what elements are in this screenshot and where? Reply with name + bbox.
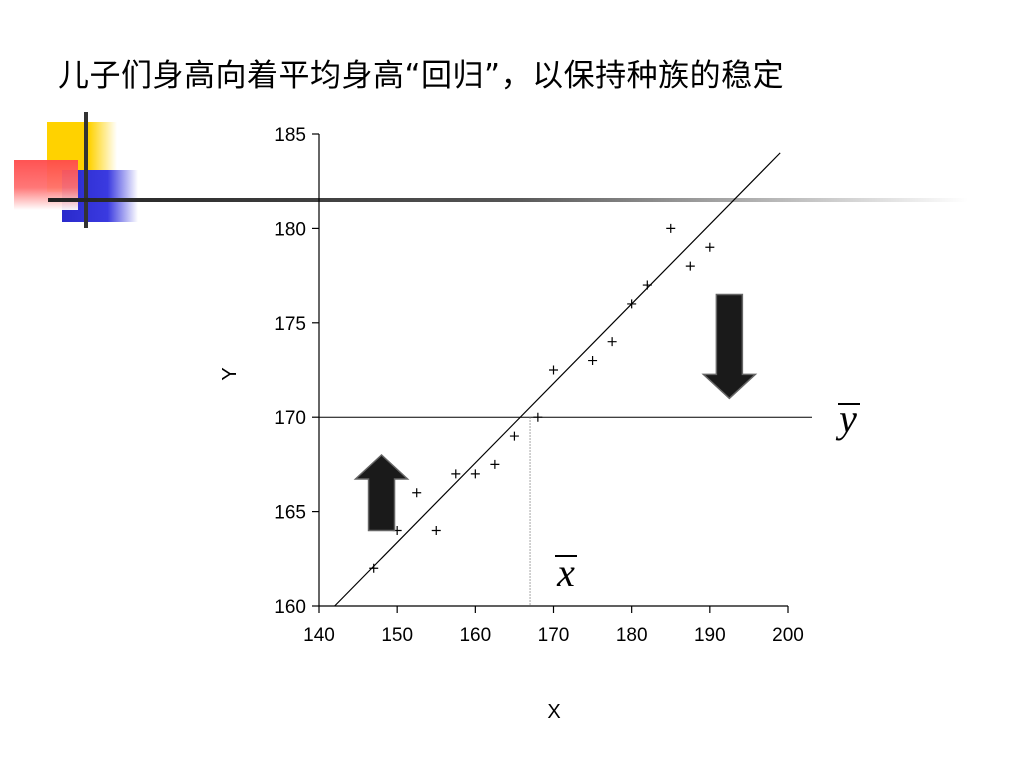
- data-point: [470, 469, 480, 479]
- up-arrow: [353, 453, 410, 532]
- regression-line: [334, 152, 781, 607]
- data-point: [685, 261, 695, 271]
- x-tick-label: 150: [381, 625, 413, 646]
- x-tick-label: 190: [694, 625, 726, 646]
- mean-guides: [319, 416, 812, 606]
- data-point: [627, 299, 637, 309]
- mean-x-label: x: [556, 550, 575, 595]
- x-tick-label: 160: [459, 625, 491, 646]
- x-axis-label: X: [547, 701, 560, 723]
- y-tick-label: 175: [274, 314, 306, 335]
- chart-labels: X Yx y: [219, 367, 860, 723]
- y-tick-label: 170: [274, 408, 306, 429]
- down-arrow: [701, 293, 758, 400]
- mean-y-label: y: [835, 396, 857, 441]
- chart-axes: 140 150 160 170 180 190 200 160 165 170 175 180 185: [274, 125, 804, 646]
- data-point: [666, 223, 676, 233]
- data-point: [642, 280, 652, 290]
- scatter-points: [369, 223, 715, 573]
- regression-line-group: [334, 152, 781, 607]
- x-tick-label: 180: [616, 625, 648, 646]
- y-tick-label: 165: [274, 503, 306, 524]
- data-point: [451, 469, 461, 479]
- y-tick-label: 185: [274, 125, 306, 146]
- data-point: [412, 488, 422, 498]
- data-point: [549, 365, 558, 375]
- x-tick-label: 140: [303, 625, 335, 646]
- decorative-vertical-rule: [84, 112, 88, 228]
- data-point: [509, 431, 519, 441]
- regression-arrows: [353, 293, 758, 532]
- data-point: [490, 459, 500, 469]
- data-point: [369, 563, 379, 573]
- x-tick-label: 170: [538, 625, 570, 646]
- slide-title: 儿子们身高向着平均身高“回归”，以保持种族的稳定: [58, 58, 785, 94]
- y-axis-label: Y: [219, 367, 241, 380]
- y-tick-label: 160: [274, 597, 306, 618]
- data-point: [588, 356, 598, 366]
- data-point: [533, 412, 543, 422]
- data-point: [607, 337, 617, 347]
- data-point: [705, 242, 715, 252]
- y-tick-label: 180: [274, 219, 306, 240]
- data-point: [431, 525, 441, 535]
- decorative-horizontal-rule: [48, 198, 968, 202]
- x-tick-label: 200: [772, 625, 804, 646]
